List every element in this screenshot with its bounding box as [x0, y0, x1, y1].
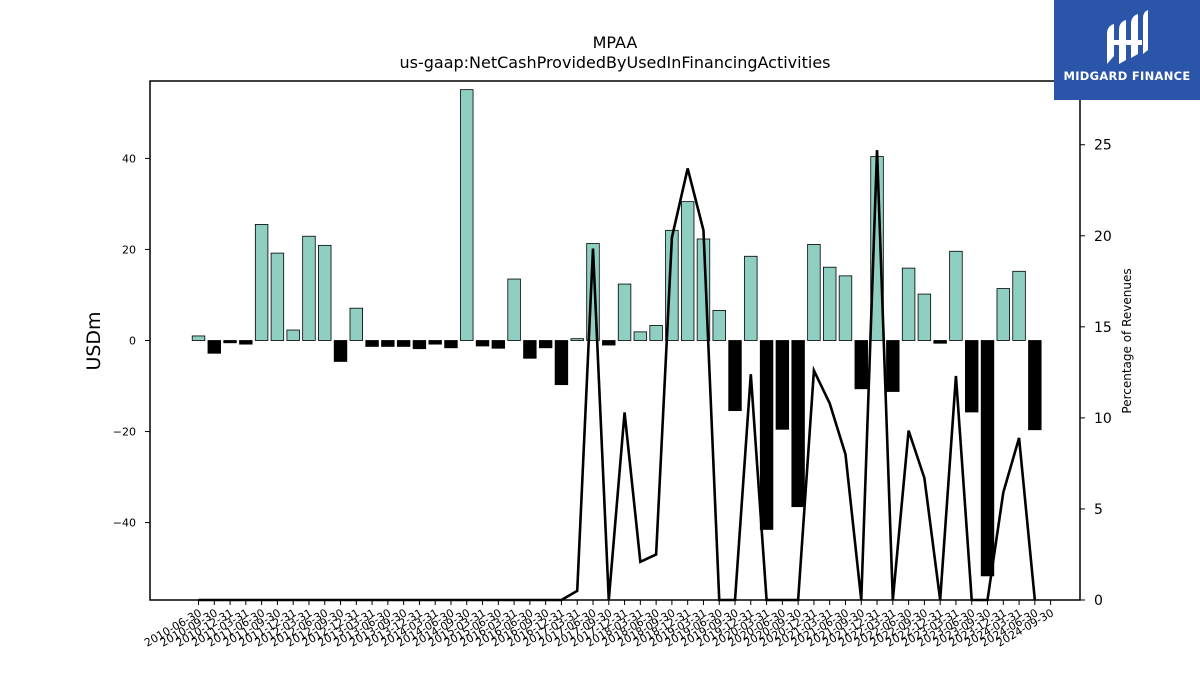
bar	[381, 340, 395, 347]
y2-tick-label: 0	[1094, 593, 1103, 609]
bar	[333, 340, 348, 362]
brand-logo: MIDGARD FINANCE	[1054, 0, 1200, 100]
y-axis-label: USDm	[83, 311, 105, 370]
x-axis: 2010-06-302010-09-302010-12-312011-03-31…	[142, 600, 1056, 650]
bar	[523, 340, 537, 359]
bar	[996, 288, 1010, 341]
bar	[854, 340, 868, 390]
bar	[270, 252, 285, 341]
bar	[649, 325, 663, 341]
line-series	[198, 150, 1037, 602]
bar	[507, 278, 521, 341]
y-tick-label: 40	[122, 152, 136, 165]
bar	[444, 340, 458, 349]
bar	[286, 329, 300, 341]
bar	[886, 340, 900, 392]
bar	[838, 275, 853, 341]
bar	[491, 340, 506, 349]
bar	[949, 250, 963, 341]
y-tick-label: −20	[113, 426, 136, 439]
bar	[412, 340, 427, 350]
bar	[1012, 270, 1026, 341]
bar	[207, 340, 221, 354]
bar	[901, 267, 916, 341]
bar	[680, 201, 695, 341]
chart-title: MPAA	[593, 33, 638, 52]
bar	[396, 340, 411, 347]
bar	[617, 283, 632, 341]
bar	[728, 340, 742, 412]
y2-tick-label: 15	[1094, 320, 1112, 336]
bar	[917, 293, 932, 341]
bar	[807, 244, 821, 341]
bar	[712, 310, 726, 341]
bar	[349, 307, 364, 341]
bar	[460, 89, 474, 341]
y2-tick-label: 25	[1094, 138, 1112, 154]
midgard-logo-icon	[1107, 10, 1148, 64]
y2-tick-label: 10	[1094, 411, 1112, 427]
y-tick-label: 20	[122, 243, 136, 256]
y2-tick-label: 5	[1094, 502, 1103, 518]
line-path	[198, 150, 1037, 602]
y2-tick-label: 20	[1094, 229, 1112, 245]
bar-series	[191, 89, 1042, 577]
y-tick-label: 0	[129, 335, 136, 348]
y2-axis-label: Percentage of Revenues	[1120, 268, 1134, 413]
bar	[428, 340, 442, 345]
y-tick-label: −40	[113, 517, 136, 530]
bar	[365, 340, 379, 347]
y-axis-left: −40 −20 0 20 40	[113, 152, 150, 530]
bar	[602, 340, 616, 346]
bar	[823, 266, 837, 341]
bar	[302, 235, 316, 341]
bar	[254, 224, 269, 341]
bar	[759, 340, 774, 530]
bar	[239, 340, 253, 345]
bar	[191, 335, 206, 341]
chart-subtitle: us-gaap:NetCashProvidedByUsedInFinancing…	[399, 53, 830, 72]
bar	[538, 340, 553, 349]
bar	[775, 340, 790, 430]
bar	[318, 244, 332, 341]
bar	[980, 340, 995, 577]
bar	[223, 340, 237, 344]
y-axis-right: 0 5 10 15 20 25	[1080, 138, 1112, 609]
logo-text: MIDGARD FINANCE	[1063, 69, 1191, 83]
bar	[744, 255, 758, 341]
bar	[554, 340, 569, 386]
bar	[933, 340, 947, 344]
bar	[475, 340, 490, 347]
bar	[570, 338, 584, 341]
bar	[633, 331, 648, 341]
bar	[1028, 340, 1042, 431]
bar	[791, 340, 805, 508]
bar	[965, 340, 979, 413]
